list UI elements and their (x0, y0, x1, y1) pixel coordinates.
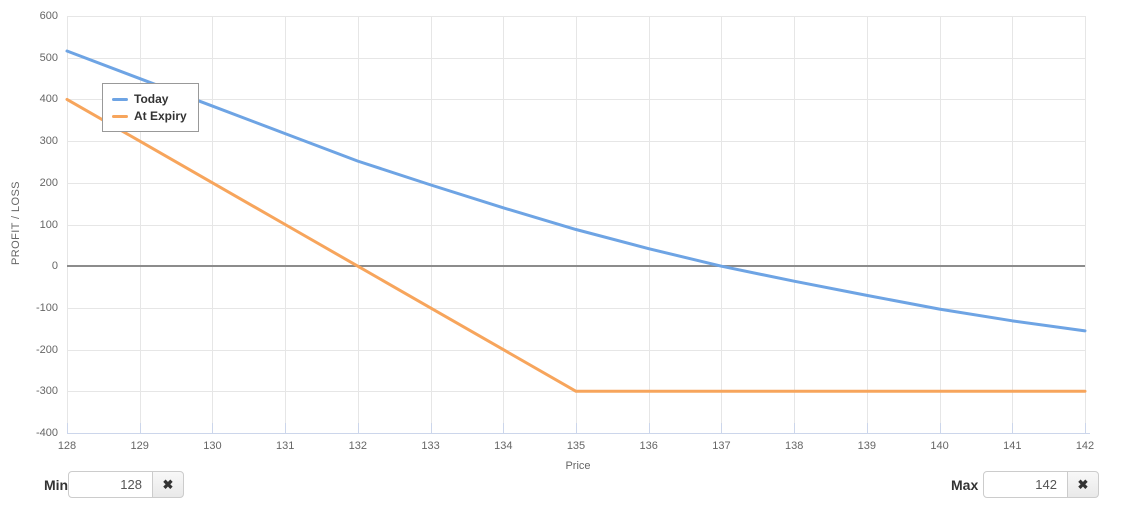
x-tick-label: 128 (57, 440, 77, 452)
y-tick-label: -300 (35, 385, 58, 398)
min-input-group: ✖ (68, 471, 184, 498)
x-tick-label: 141 (1003, 440, 1022, 452)
y-axis-title: PROFIT / LOSS (10, 181, 22, 265)
y-tick-label: 600 (39, 10, 58, 22)
y-tick-label: 0 (51, 260, 58, 273)
today-line-swatch-icon (112, 97, 128, 101)
max-label: Max (951, 477, 979, 493)
x-tick-label: 140 (930, 440, 949, 452)
x-tick-label: 129 (130, 440, 149, 452)
y-tick-label: 100 (39, 218, 58, 231)
x-axis-title: Price (565, 460, 591, 472)
max-input[interactable] (983, 471, 1068, 498)
clear-icon: ✖ (162, 477, 174, 492)
x-tick-label: 142 (1075, 440, 1095, 452)
clear-icon: ✖ (1077, 477, 1089, 492)
y-tick-label: -100 (35, 301, 58, 314)
legend: Today At Expiry (102, 83, 199, 132)
max-input-group: ✖ (983, 471, 1099, 498)
x-tick-label: 134 (494, 440, 513, 452)
min-label: Min (44, 477, 69, 493)
legend-label-at-expiry: At Expiry (134, 109, 187, 123)
y-tick-label: -200 (35, 343, 58, 356)
plot-area[interactable] (0, 0, 1140, 455)
x-tick-label: 133 (421, 440, 440, 452)
min-input[interactable] (68, 471, 153, 498)
legend-item-today[interactable]: Today (112, 91, 187, 107)
legend-label-today: Today (134, 92, 169, 106)
min-clear-button[interactable]: ✖ (152, 471, 184, 498)
x-tick-label: 136 (639, 440, 658, 452)
x-tick-label: 130 (203, 440, 222, 452)
max-clear-button[interactable]: ✖ (1067, 471, 1099, 498)
y-tick-label: 400 (39, 93, 58, 106)
profit-loss-chart: 600 500 400 300 200 100 0 -100 -200 -300 -400 128 1… (0, 0, 1140, 472)
at-expiry-series-line[interactable] (65, 97, 1087, 393)
x-tick-label: 139 (857, 440, 877, 452)
y-tick-label: 300 (39, 135, 58, 148)
x-tick-label: 131 (275, 440, 295, 452)
today-series-line[interactable] (65, 49, 1087, 333)
x-tick-label: 135 (566, 440, 586, 452)
legend-item-at-expiry[interactable]: At Expiry (112, 108, 187, 124)
x-tick-label: 132 (348, 440, 368, 452)
x-tick-label: 138 (784, 440, 804, 452)
y-tick-label: -400 (35, 427, 58, 439)
y-tick-label: 500 (39, 51, 58, 64)
y-tick-label: 200 (39, 176, 58, 189)
x-tick-label: 137 (712, 440, 731, 452)
at-expiry-line-swatch-icon (112, 114, 128, 118)
